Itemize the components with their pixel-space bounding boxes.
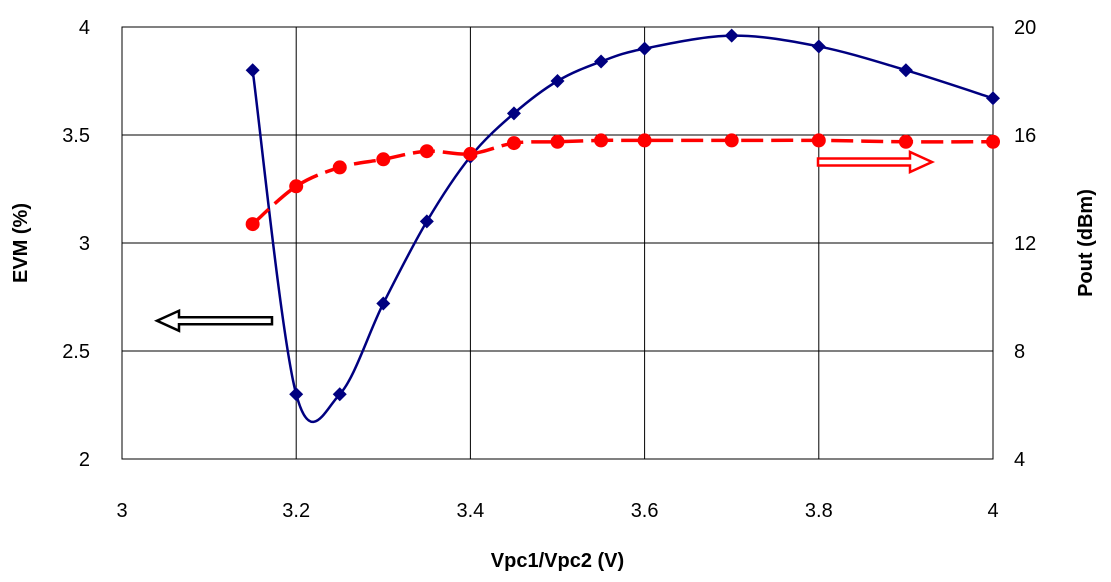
data-point [419,144,434,159]
data-point [594,54,609,69]
x-tick-label: 3.8 [805,500,833,522]
y-tick-label: 3.5 [62,125,90,147]
y2-tick-label: 16 [1014,125,1036,147]
x-tick-label: 3.2 [282,500,310,522]
data-point [724,133,739,148]
x-tick-label: 3 [116,500,127,522]
annotations [153,150,936,333]
data-point [245,217,260,232]
x-tick-label: 4 [987,500,998,522]
data-point [986,134,1000,149]
data-point [986,91,1000,106]
data-point [637,133,652,148]
arrow-left-icon [153,308,274,333]
y-tick-label: 3 [79,233,90,255]
y2-tick-label: 20 [1014,17,1036,39]
y-tick-labels: 2 2.5 3 3.5 4 [62,17,90,471]
grid [121,26,994,460]
data-point [550,134,565,149]
data-point [898,134,913,149]
y2-axis-title: Pout (dBm) [1075,189,1097,297]
y-tick-label: 2 [79,449,90,471]
data-point [724,28,739,43]
series-layer [245,28,1000,424]
data-point [506,136,521,151]
data-point [594,133,609,148]
data-point [550,74,565,88]
data-point [637,41,652,56]
data-point [463,146,478,161]
x-tick-labels: 3 3.2 3.4 3.6 3.8 4 [116,500,998,522]
x-tick-label: 3.6 [631,500,659,522]
data-point [332,160,347,175]
data-point [811,39,826,54]
data-point [419,214,434,229]
plot-frame [121,26,994,460]
series-line [251,138,994,226]
y2-tick-labels: 4 8 12 16 20 [1014,17,1036,471]
data-point [376,152,391,167]
x-tick-label: 3.4 [456,500,484,522]
series-1 [245,28,1000,424]
data-point [898,63,913,78]
data-point [245,63,260,78]
y-tick-label: 4 [79,17,90,39]
data-point [506,106,521,121]
y2-tick-label: 4 [1014,449,1025,471]
y2-tick-label: 8 [1014,341,1025,363]
y-tick-label: 2.5 [62,341,90,363]
arrow-right-icon [816,150,936,174]
data-point [376,296,391,311]
data-point [332,387,347,402]
series-2 [245,133,1000,232]
series-line [251,34,994,424]
y-axis-title: EVM (%) [10,203,32,283]
data-point [811,133,826,148]
data-point [289,179,304,194]
x-axis-title: Vpc1/Vpc2 (V) [491,550,624,572]
y2-tick-label: 12 [1014,233,1036,255]
data-point [289,387,304,402]
